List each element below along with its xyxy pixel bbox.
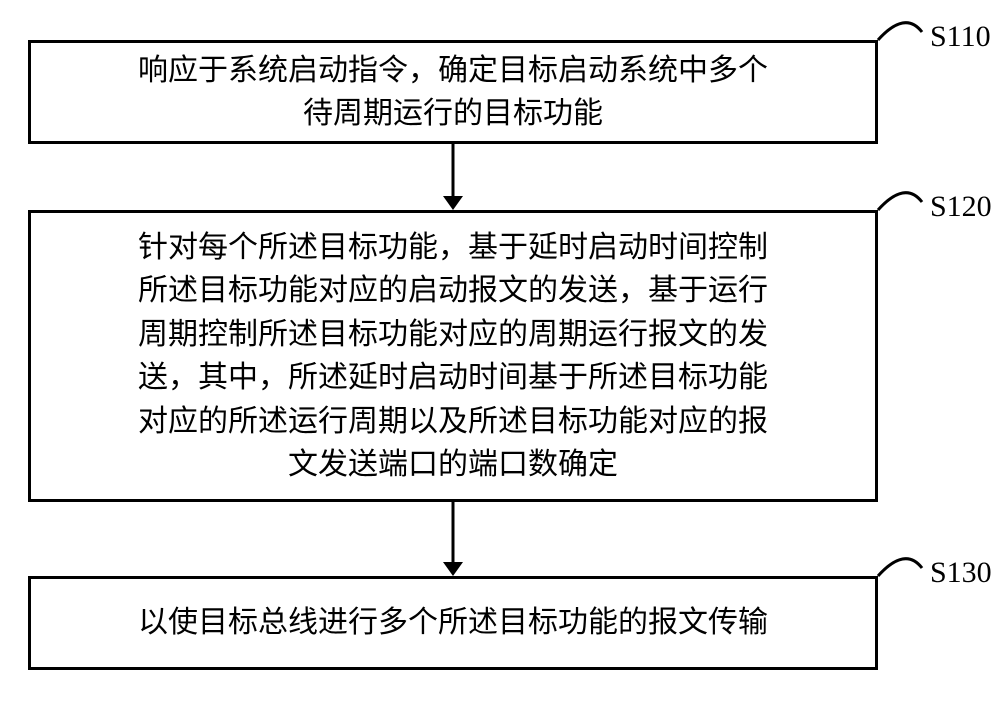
callout-curve-s110: [874, 6, 926, 44]
node-text-line: 周期控制所述目标功能对应的周期运行报文的发: [138, 313, 768, 357]
node-text-line: 所述目标功能对应的启动报文的发送，基于运行: [138, 269, 768, 313]
flow-arrow-2: [439, 502, 467, 576]
node-text-line: 以使目标总线进行多个所述目标功能的报文传输: [138, 601, 768, 645]
step-label-s130: S130: [930, 556, 992, 590]
node-text-line: 文发送端口的端口数确定: [138, 443, 768, 487]
node-text-line: 对应的所述运行周期以及所述目标功能对应的报: [138, 400, 768, 444]
flow-arrow-1: [439, 144, 467, 210]
step-label-s120: S120: [930, 190, 992, 224]
flow-node-s120: 针对每个所述目标功能，基于延时启动时间控制 所述目标功能对应的启动报文的发送，基…: [28, 210, 878, 502]
step-label-s110: S110: [930, 20, 991, 54]
flow-node-s110: 响应于系统启动指令，确定目标启动系统中多个 待周期运行的目标功能: [28, 40, 878, 144]
callout-curve-s130: [874, 542, 926, 580]
flowchart-canvas: 响应于系统启动指令，确定目标启动系统中多个 待周期运行的目标功能 S110 针对…: [0, 0, 1000, 719]
flow-node-s130: 以使目标总线进行多个所述目标功能的报文传输: [28, 576, 878, 670]
node-text-line: 待周期运行的目标功能: [138, 92, 768, 136]
node-text-line: 响应于系统启动指令，确定目标启动系统中多个: [138, 49, 768, 93]
node-text-line: 针对每个所述目标功能，基于延时启动时间控制: [138, 226, 768, 270]
callout-curve-s120: [874, 176, 926, 214]
node-text-line: 送，其中，所述延时启动时间基于所述目标功能: [138, 356, 768, 400]
